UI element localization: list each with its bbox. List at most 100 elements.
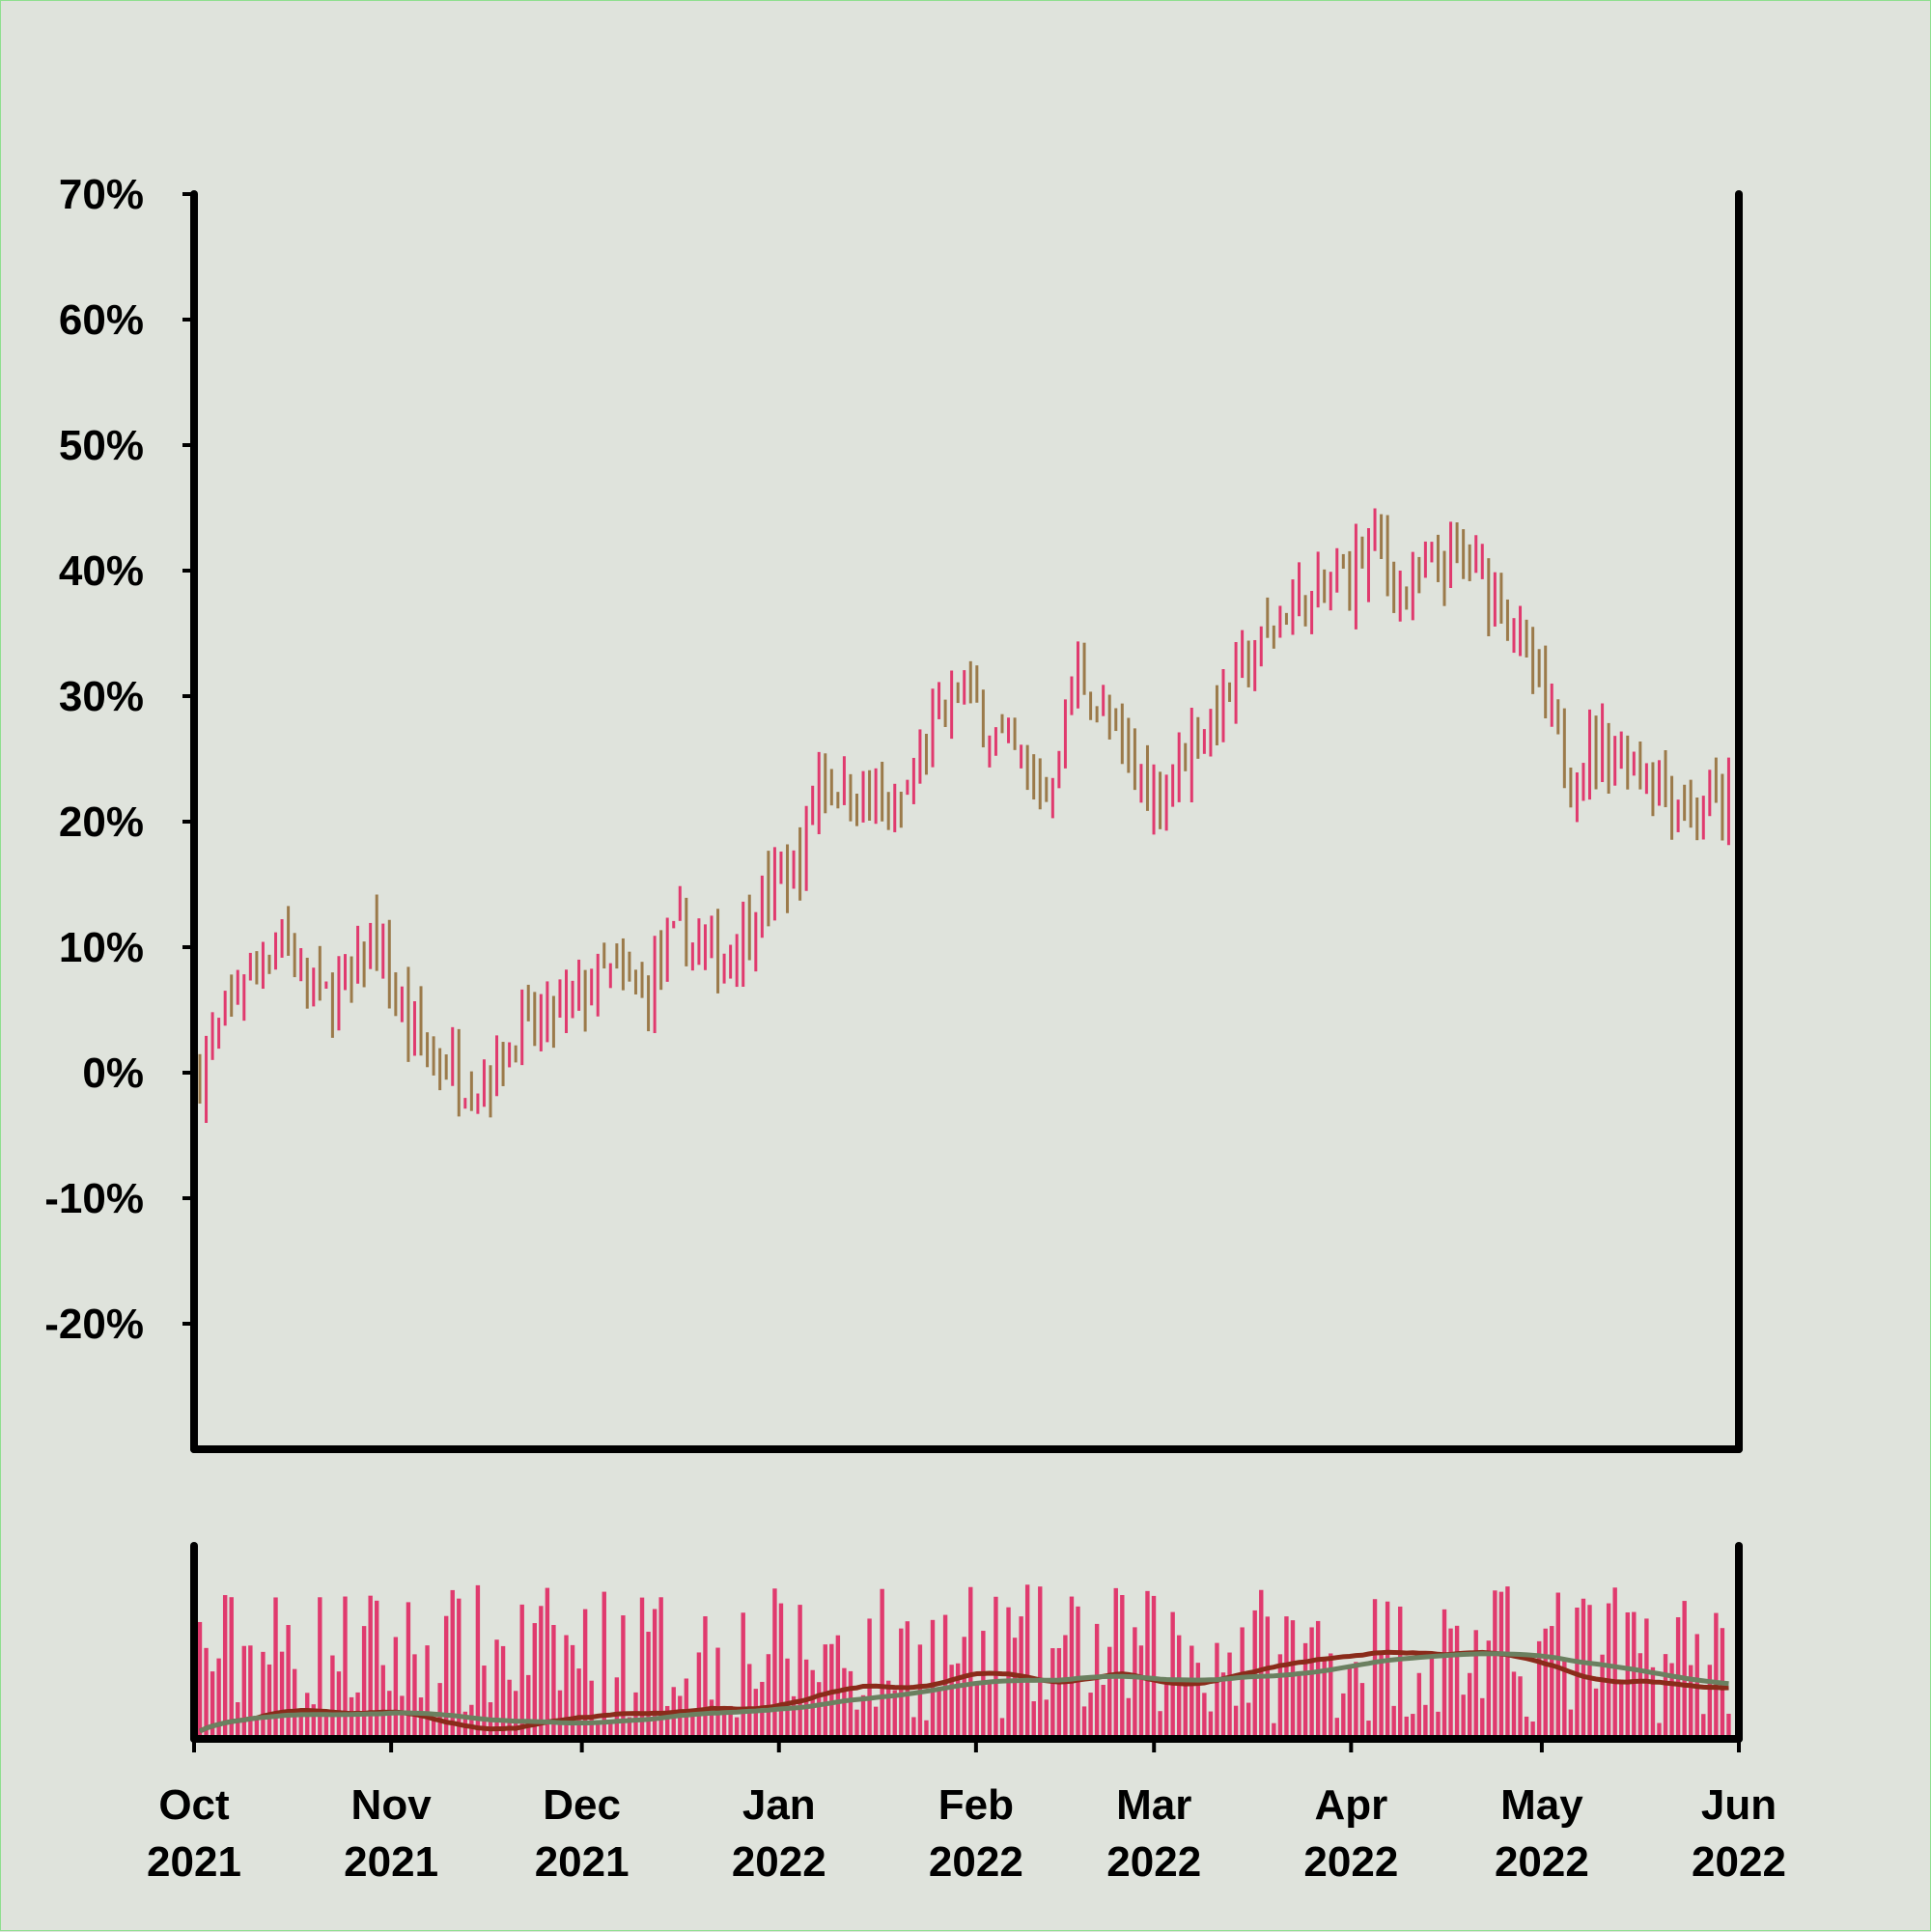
volume-bar (817, 1682, 822, 1739)
y-tick-label: 0% (82, 1050, 144, 1097)
volume-bar (791, 1695, 797, 1739)
volume-bar (298, 1712, 303, 1739)
volume-panel (197, 1584, 1731, 1739)
moving-average-line (198, 1651, 1729, 1734)
volume-bar (684, 1678, 689, 1739)
y-tick-label: 30% (59, 673, 144, 720)
volume-bar (1505, 1586, 1510, 1739)
volume-bar (216, 1658, 221, 1739)
x-tick-label-month: Jan (742, 1781, 816, 1829)
volume-bar (204, 1647, 209, 1739)
volume-bar (210, 1671, 215, 1739)
volume-bar (273, 1597, 278, 1739)
volume-bar (1050, 1648, 1055, 1739)
volume-bar (1650, 1666, 1656, 1739)
volume-bar (602, 1591, 606, 1739)
volume-bar (1195, 1663, 1201, 1739)
volume-bar (412, 1654, 417, 1739)
volume-bar (507, 1679, 512, 1739)
volume-bar (380, 1665, 385, 1739)
y-tick-label: 70% (59, 171, 144, 218)
volume-bar (924, 1720, 929, 1739)
volume-bar (690, 1710, 695, 1739)
volume-bar (842, 1667, 847, 1739)
volume-bar (1441, 1609, 1447, 1739)
volume-bar (1366, 1721, 1371, 1739)
volume-bar (1372, 1599, 1378, 1739)
volume-bar (1511, 1671, 1517, 1739)
volume-bar (1076, 1606, 1080, 1739)
volume-bar (1284, 1616, 1289, 1739)
volume-bar (999, 1718, 1005, 1739)
volume-bar (1568, 1709, 1574, 1739)
price-panel (198, 508, 1730, 1124)
volume-bar (311, 1704, 316, 1739)
volume-bar (532, 1623, 537, 1739)
volume-bar (557, 1690, 563, 1739)
volume-bar (1215, 1642, 1219, 1739)
volume-bar (1701, 1714, 1706, 1739)
y-tick-label: 10% (59, 924, 144, 971)
volume-bar (1354, 1662, 1358, 1739)
volume-bar (1632, 1611, 1637, 1739)
volume-bar (1411, 1714, 1415, 1739)
volume-bar (1322, 1657, 1327, 1739)
volume-bar (1038, 1586, 1043, 1739)
volume-bar (1385, 1601, 1390, 1739)
volume-bar (1625, 1611, 1630, 1739)
volume-bar (968, 1586, 973, 1739)
volume-bar (848, 1670, 854, 1739)
volume-bar (1669, 1663, 1674, 1739)
volume-bar (361, 1626, 367, 1739)
volume-bar (867, 1618, 872, 1739)
volume-bar (955, 1663, 961, 1739)
volume-bar (393, 1637, 399, 1739)
x-tick-label-month: Dec (543, 1781, 621, 1829)
volume-bar (1158, 1711, 1162, 1739)
x-tick-label-month: May (1500, 1781, 1583, 1829)
volume-bar (1290, 1620, 1296, 1739)
volume-bar (1297, 1671, 1301, 1739)
volume-bar (292, 1668, 297, 1739)
volume-bar (639, 1597, 645, 1739)
volume-bar (318, 1597, 322, 1739)
volume-axes (190, 1542, 1743, 1743)
volume-bar (1272, 1722, 1276, 1739)
volume-bar (715, 1647, 720, 1739)
volume-bar (835, 1635, 841, 1739)
volume-bar (1587, 1605, 1592, 1739)
volume-bar (899, 1628, 904, 1739)
volume-bar (450, 1589, 455, 1739)
volume-bar (589, 1680, 594, 1739)
volume-bar (375, 1600, 379, 1739)
volume-bar (942, 1614, 948, 1739)
volume-bar (545, 1587, 550, 1739)
y-tick-label: 20% (59, 798, 144, 846)
volume-bar (418, 1697, 424, 1739)
volume-bar (261, 1651, 266, 1739)
volume-bar (1714, 1612, 1719, 1739)
volume-bar (1044, 1699, 1049, 1739)
volume-bar (1562, 1660, 1567, 1739)
volume-bar (519, 1604, 524, 1739)
volume-bar (614, 1677, 620, 1739)
volume-bar (248, 1645, 253, 1739)
volume-bar (279, 1651, 285, 1739)
volume-bar (987, 1680, 993, 1739)
volume-bar (197, 1621, 203, 1739)
volume-bar (1688, 1665, 1693, 1739)
volume-bar (721, 1712, 727, 1739)
x-tick-label-month: Jun (1701, 1781, 1777, 1829)
volume-bar (1151, 1595, 1157, 1739)
volume-bar (1259, 1589, 1264, 1739)
x-tick-label-month: Apr (1314, 1781, 1387, 1829)
volume-bar (854, 1709, 859, 1739)
volume-bar (1524, 1716, 1529, 1739)
x-tick-label-year: 2021 (344, 1838, 438, 1886)
volume-bar (1088, 1693, 1093, 1739)
volume-bar (1379, 1651, 1384, 1739)
volume-bar (513, 1691, 518, 1739)
volume-bar (664, 1705, 670, 1739)
volume-bar (1600, 1654, 1605, 1739)
